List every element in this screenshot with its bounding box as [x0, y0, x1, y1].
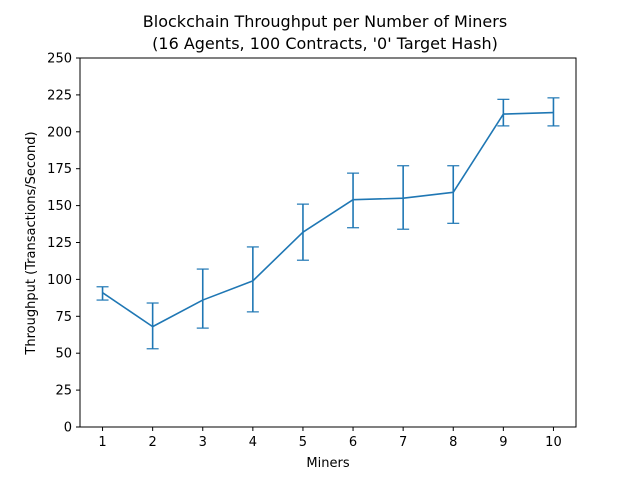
y-tick-label: 100: [47, 273, 72, 288]
x-tick-label: 8: [449, 435, 457, 450]
x-tick-label: 5: [299, 435, 307, 450]
y-tick-label: 175: [47, 162, 72, 177]
plot-area: 0 25 50 75 100 125 150 175 200 225 250 1 2 3 4 5 6 7 8 9 10: [47, 52, 577, 450]
chart-title: Blockchain Throughput per Number of Mine…: [143, 12, 507, 31]
x-axis-label: Miners: [306, 456, 349, 471]
x-tick-label: 6: [349, 435, 357, 450]
y-tick-label: 50: [55, 347, 72, 362]
plot-frame: [79, 57, 577, 428]
y-axis-label: Throughput (Transactions/Second): [24, 131, 39, 355]
y-tick-label: 75: [55, 310, 72, 325]
y-tick-label: 225: [47, 88, 72, 103]
x-tick-label: 4: [249, 435, 257, 450]
x-tick-label: 3: [199, 435, 207, 450]
y-tick-label: 150: [47, 199, 72, 214]
chart-subtitle: (16 Agents, 100 Contracts, '0' Target Ha…: [152, 34, 498, 53]
y-tick-label: 0: [64, 421, 72, 436]
x-tick-label: 1: [98, 435, 106, 450]
x-tick-label: 7: [399, 435, 407, 450]
x-tick-label: 2: [149, 435, 157, 450]
y-tick-label: 25: [55, 384, 72, 399]
x-tick-label: 9: [499, 435, 507, 450]
series-line: [102, 111, 554, 328]
y-tick-label: 200: [47, 125, 72, 140]
x-tick-label: 10: [545, 435, 562, 450]
y-tick-label: 250: [47, 52, 72, 67]
y-tick-label: 125: [47, 236, 72, 251]
